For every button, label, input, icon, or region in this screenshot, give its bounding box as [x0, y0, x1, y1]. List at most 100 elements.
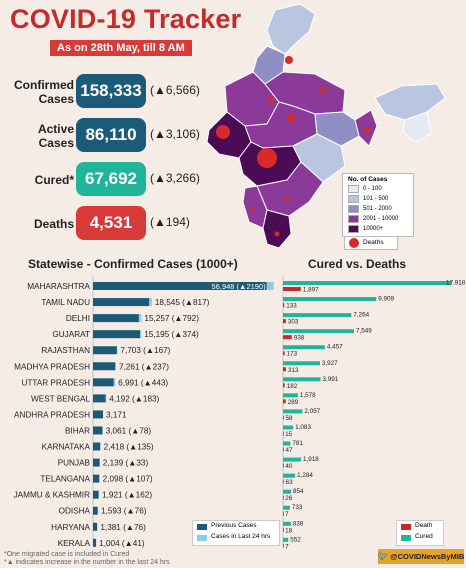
cured-value-label: 781 — [292, 440, 303, 447]
death-bar — [283, 447, 284, 452]
death-bar — [283, 399, 286, 404]
cured-bar — [283, 329, 355, 334]
cured-bar — [283, 425, 294, 430]
cured-value-label: 3,927 — [322, 360, 338, 367]
confirmed-value-label: 1,004 (▲41) — [99, 539, 145, 548]
death-bar — [283, 527, 284, 532]
death-value-label: 18 — [285, 527, 293, 534]
death-bar — [283, 303, 285, 308]
death-value-label: 58 — [286, 415, 294, 422]
legend-death-label: Death — [415, 522, 433, 529]
death-bar — [283, 367, 286, 372]
map-legend-label: 10000+ — [363, 225, 384, 232]
confirmed-chart-title: Statewise - Confirmed Cases (1000+) — [28, 257, 238, 271]
cured-bar — [283, 473, 296, 478]
legend-24hrs-swatch — [197, 535, 207, 541]
death-markers — [216, 56, 370, 237]
death-value-label: 7 — [285, 543, 289, 550]
death-value-label: 1,897 — [303, 287, 319, 294]
cured-bar — [283, 361, 320, 366]
map-legend-item: 0 - 100 — [343, 184, 413, 194]
state-label: KARNATAKA — [42, 443, 91, 452]
cured-bar — [283, 313, 352, 318]
twitter-icon: 🐦︎ — [377, 552, 388, 561]
cured-bar — [283, 345, 325, 350]
state-label: DELHI — [66, 314, 90, 323]
cured-value-label: 2,057 — [304, 408, 320, 415]
death-value-label: 289 — [288, 399, 299, 406]
death-marker-delhi — [285, 56, 293, 64]
death-marker-telangana — [284, 195, 290, 201]
cured-bar — [283, 393, 298, 398]
confirmed-bar-previous — [93, 378, 114, 387]
active-delta: (▲3,106) — [150, 127, 200, 141]
deaths-label: Deaths — [33, 217, 74, 231]
state-label: UTTAR PRADESH — [21, 378, 90, 387]
cured-value: 67,692 — [76, 162, 146, 196]
cured-bar — [283, 441, 291, 446]
cured-value-label: 7,264 — [353, 312, 369, 319]
confirmed-value-label: 4,192 (▲183) — [109, 394, 159, 403]
death-marker-karnataka — [251, 208, 255, 212]
death-value-label: 313 — [288, 367, 299, 374]
confirmed-value-label: 1,593 (▲76) — [101, 507, 147, 516]
death-bar — [283, 287, 301, 292]
legend-death-swatch — [401, 524, 411, 530]
legend-previous-label: Previous Cases — [211, 522, 257, 529]
state-label: TELANGANA — [40, 475, 90, 484]
deaths-legend: Deaths — [344, 236, 398, 250]
cured-value-label: 9,909 — [378, 296, 394, 303]
death-bar — [283, 415, 284, 420]
map-legend-label: 0 - 100 — [363, 185, 382, 192]
cured-bar — [283, 297, 377, 302]
cured-chart-title: Cured vs. Deaths — [308, 257, 407, 271]
death-value-label: 133 — [286, 303, 297, 310]
map-legend-item: 2001 - 10000 — [343, 214, 413, 224]
confirmed-bar-last24 — [113, 378, 116, 387]
map-legend-title: No. of Cases — [348, 176, 388, 183]
map-legend-swatch — [348, 204, 359, 213]
state-label: MAHARASHTRA — [27, 282, 90, 291]
confirmed-bar-previous — [93, 458, 100, 467]
cured-value-label: 4,457 — [327, 344, 343, 351]
twitter-handle-text: @COVIDNewsByMIB — [390, 552, 465, 561]
twitter-handle[interactable]: 🐦︎ @COVIDNewsByMIB — [378, 549, 464, 564]
cured-value-label: 1,083 — [295, 424, 311, 431]
confirmed-bar-last24 — [98, 490, 100, 499]
map-legend-swatch — [348, 184, 359, 193]
confirmed-bar-last24 — [140, 330, 142, 339]
state-label: KERALA — [58, 539, 91, 548]
cured-value-label: 854 — [293, 488, 304, 495]
confirmed-bar-previous — [93, 394, 106, 403]
confirmed-bar-last24 — [105, 394, 107, 403]
state-label: PUNJAB — [58, 459, 91, 468]
state-label: HARYANA — [51, 523, 90, 532]
death-bar — [283, 383, 285, 388]
death-value-label: 182 — [287, 383, 298, 390]
deaths-delta: (▲194) — [150, 215, 190, 229]
death-value-label: 15 — [285, 431, 293, 438]
confirmed-bar-last24 — [138, 314, 142, 323]
legend-cured-label: Cured — [415, 533, 433, 540]
cured-bar — [283, 537, 289, 542]
confirmed-bar-previous — [93, 330, 141, 339]
cured-value-label: 1,578 — [300, 392, 316, 399]
map-region-northeast-lower — [402, 111, 432, 143]
confirmed-value-label: 2,139 (▲33) — [103, 459, 149, 468]
death-value-label: 303 — [288, 319, 299, 326]
statewise-charts: MAHARASHTRA 56,948 (▲2190) 17,918 1,897 TAMI… — [14, 276, 466, 550]
legend-24hrs-label: Cases in Last 24 hrs — [211, 533, 271, 540]
page-subtitle: As on 28th May, till 8 AM — [50, 40, 192, 56]
death-value-label: 938 — [294, 335, 305, 342]
death-bar — [283, 351, 285, 356]
confirmed-value-label: 18,545 (▲817) — [155, 298, 210, 307]
cured-value-label: 838 — [293, 520, 304, 527]
cured-label: Cured* — [34, 173, 74, 187]
death-bar — [283, 479, 284, 484]
confirmed-bar-previous — [93, 538, 97, 547]
confirmed-value-label: 7,703 (▲167) — [120, 346, 170, 355]
confirmed-value-label: 2,418 (▲135) — [104, 443, 154, 452]
death-bar — [283, 319, 286, 324]
confirmed-legend: Previous Cases Cases in Last 24 hrs — [192, 520, 280, 546]
death-marker-gujarat — [216, 125, 230, 139]
